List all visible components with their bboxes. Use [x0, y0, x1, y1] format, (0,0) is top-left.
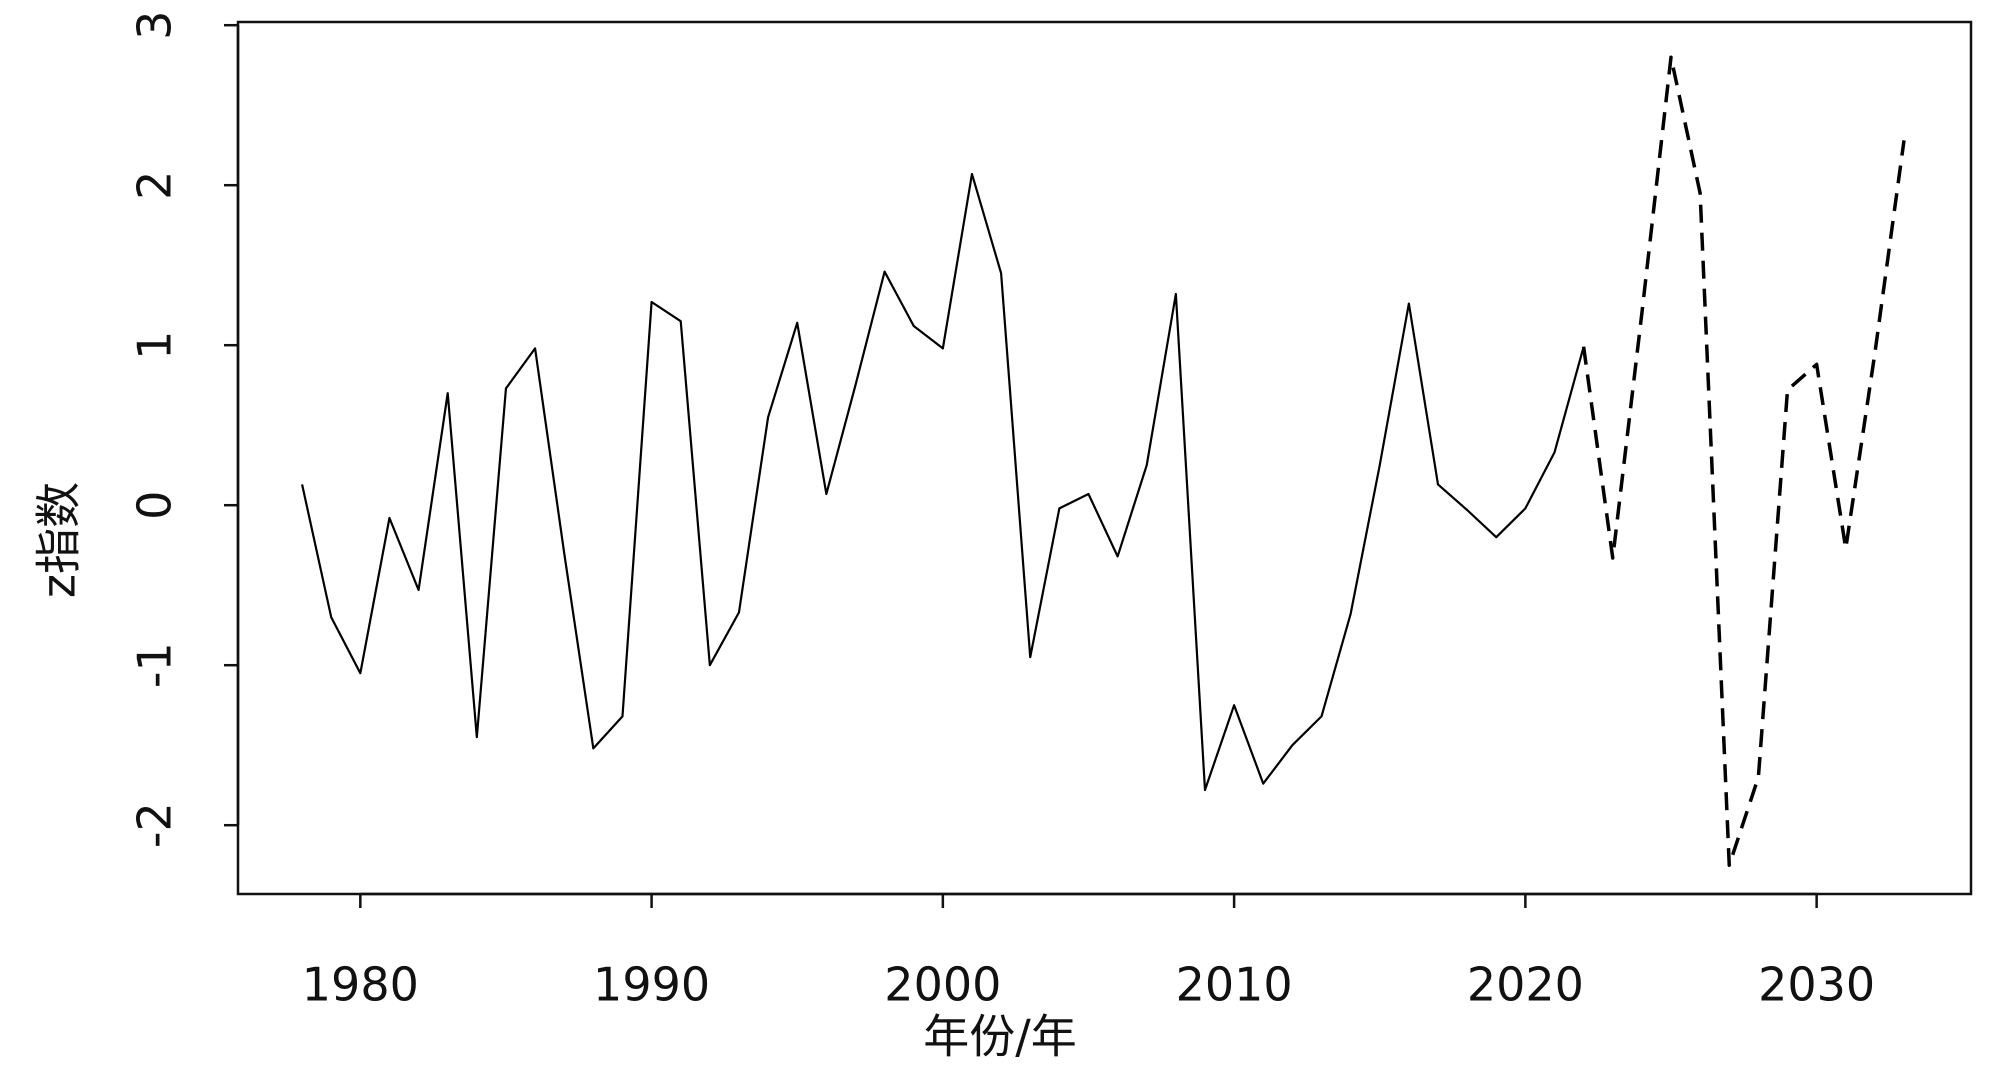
y-tick-label: 1: [128, 331, 182, 360]
y-tick-label: -1: [128, 642, 182, 688]
x-tick-label: 1980: [302, 958, 419, 1012]
series-line: [301, 172, 1585, 792]
y-axis-label: z指数: [32, 482, 86, 598]
y-tick-label: 3: [128, 11, 182, 40]
y-tick-label: 0: [128, 491, 182, 520]
x-tick-label: 2000: [884, 958, 1001, 1012]
y-tick-label: -2: [128, 802, 182, 848]
x-tick-label: 2030: [1758, 958, 1875, 1012]
x-tick-label: 1990: [593, 958, 710, 1012]
y-tick-label: 2: [128, 171, 182, 200]
x-axis-label: 年份/年: [923, 1010, 1077, 1064]
series-line: [1581, 55, 1906, 867]
x-tick-label: 2010: [1176, 958, 1293, 1012]
x-tick-label: 2020: [1467, 958, 1584, 1012]
